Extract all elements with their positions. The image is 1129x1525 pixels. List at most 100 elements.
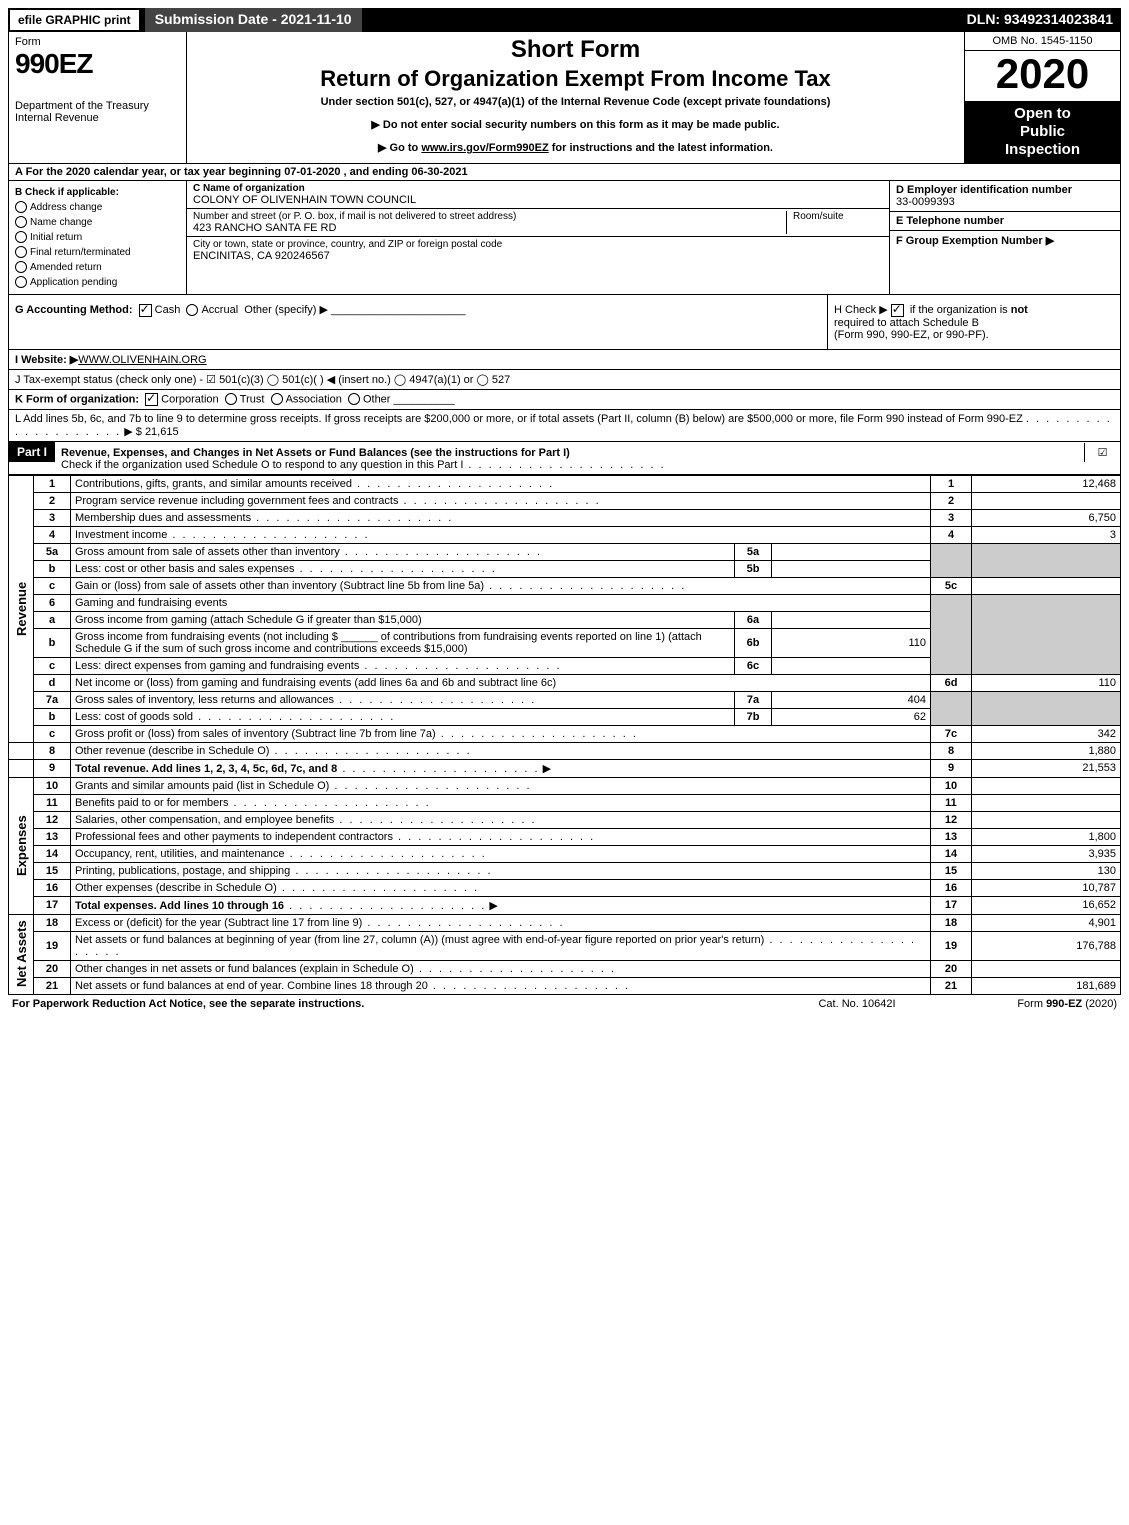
line-18: Net Assets 18Excess or (deficit) for the… [9, 914, 1121, 931]
website-row: I Website: ▶WWW.OLIVENHAIN.ORG [8, 350, 1121, 370]
line-7c: cGross profit or (loss) from sales of in… [9, 725, 1121, 742]
form-word: Form [15, 36, 180, 48]
org-name-row: C Name of organization COLONY OF OLIVENH… [187, 181, 889, 209]
section-revenue: Revenue [9, 475, 34, 742]
city-label: City or town, state or province, country… [193, 239, 883, 250]
ssn-note: ▶ Do not enter social security numbers o… [195, 118, 956, 131]
part1-header: Part I Revenue, Expenses, and Changes in… [8, 442, 1121, 475]
form-of-organization: K Form of organization: Corporation Trus… [8, 390, 1121, 410]
row-GH: G Accounting Method: Cash Accrual Other … [8, 295, 1121, 350]
goto-note: ▶ Go to www.irs.gov/Form990EZ for instru… [195, 141, 956, 154]
line-16: 16Other expenses (describe in Schedule O… [9, 879, 1121, 896]
line-5c: cGain or (loss) from sale of assets othe… [9, 577, 1121, 594]
line-19: 19Net assets or fund balances at beginni… [9, 931, 1121, 960]
line-13: 13Professional fees and other payments t… [9, 828, 1121, 845]
omb-number: OMB No. 1545-1150 [965, 32, 1120, 51]
title-short-form: Short Form [195, 36, 956, 64]
street-value: 423 RANCHO SANTA FE RD [193, 222, 780, 234]
form-header: Form 990EZ Department of the Treasury In… [8, 32, 1121, 164]
chk-corporation[interactable] [145, 393, 158, 406]
header-center: Short Form Return of Organization Exempt… [187, 32, 964, 163]
phone-row: E Telephone number [890, 212, 1120, 231]
schedule-b-check: H Check ▶ if the organization is not req… [827, 295, 1120, 349]
line-8: 8Other revenue (describe in Schedule O)8… [9, 742, 1121, 759]
goto-post: for instructions and the latest informat… [549, 142, 773, 154]
title-subtitle: Under section 501(c), 527, or 4947(a)(1)… [195, 96, 956, 108]
line-7a: 7aGross sales of inventory, less returns… [9, 691, 1121, 708]
chk-final-return[interactable]: Final return/terminated [15, 245, 180, 260]
line-17: 17Total expenses. Add lines 10 through 1… [9, 896, 1121, 914]
phone-label: E Telephone number [896, 215, 1114, 227]
submission-date: Submission Date - 2021-11-10 [145, 8, 362, 32]
chk-trust[interactable] [225, 393, 237, 405]
line-11: 11Benefits paid to or for members11 [9, 794, 1121, 811]
line-3: 3Membership dues and assessments36,750 [9, 509, 1121, 526]
line-14: 14Occupancy, rent, utilities, and mainte… [9, 845, 1121, 862]
chk-address-change[interactable]: Address change [15, 200, 180, 215]
street-label: Number and street (or P. O. box, if mail… [193, 211, 780, 222]
street-row: Number and street (or P. O. box, if mail… [187, 209, 889, 237]
efile-print-label[interactable]: efile GRAPHIC print [8, 8, 141, 32]
efile-topbar: efile GRAPHIC print Submission Date - 20… [8, 8, 1121, 32]
paperwork-notice: For Paperwork Reduction Act Notice, see … [12, 998, 757, 1010]
chk-association[interactable] [271, 393, 283, 405]
chk-accrual[interactable] [186, 304, 198, 316]
col-B-checkboxes: B Check if applicable: Address change Na… [9, 181, 187, 294]
section-expenses: Expenses [9, 777, 34, 914]
part1-label: Part I [9, 442, 55, 462]
group-exemption-row: F Group Exemption Number ▶ [890, 231, 1120, 277]
L-amount: ▶ $ 21,615 [124, 426, 178, 438]
irs-link[interactable]: www.irs.gov/Form990EZ [421, 142, 548, 154]
line-1: Revenue 1 Contributions, gifts, grants, … [9, 475, 1121, 492]
department-label: Department of the Treasury Internal Reve… [15, 100, 180, 124]
line-A-period: A For the 2020 calendar year, or tax yea… [8, 164, 1121, 181]
city-value: ENCINITAS, CA 920246567 [193, 250, 883, 262]
line-21: 21Net assets or fund balances at end of … [9, 977, 1121, 994]
page-footer: For Paperwork Reduction Act Notice, see … [8, 995, 1121, 1010]
line-6d: dNet income or (loss) from gaming and fu… [9, 674, 1121, 691]
chk-application-pending[interactable]: Application pending [15, 275, 180, 290]
B-label: B Check if applicable: [15, 185, 180, 200]
amt-1: 12,468 [972, 475, 1121, 492]
ein-value: 33-0099393 [896, 196, 1114, 208]
part1-title: Revenue, Expenses, and Changes in Net As… [61, 447, 570, 459]
ein-row: D Employer identification number 33-0099… [890, 181, 1120, 212]
website-link[interactable]: WWW.OLIVENHAIN.ORG [78, 354, 206, 366]
chk-cash[interactable] [139, 304, 152, 317]
chk-name-change[interactable]: Name change [15, 215, 180, 230]
chk-schedule-b[interactable] [891, 304, 904, 317]
section-netassets: Net Assets [9, 914, 34, 994]
line-9: 9Total revenue. Add lines 1, 2, 3, 4, 5c… [9, 759, 1121, 777]
goto-pre: ▶ Go to [378, 142, 421, 154]
chk-initial-return[interactable]: Initial return [15, 230, 180, 245]
form-number: 990EZ [15, 48, 180, 80]
chk-other-org[interactable] [348, 393, 360, 405]
header-right: OMB No. 1545-1150 2020 Open to Public In… [964, 32, 1120, 163]
header-left: Form 990EZ Department of the Treasury In… [9, 32, 187, 163]
group-exemption-label: F Group Exemption Number ▶ [896, 234, 1114, 247]
tax-exempt-status: J Tax-exempt status (check only one) - ☑… [8, 370, 1121, 390]
line-5a: 5aGross amount from sale of assets other… [9, 543, 1121, 560]
lines-table: Revenue 1 Contributions, gifts, grants, … [8, 475, 1121, 995]
line-12: 12Salaries, other compensation, and empl… [9, 811, 1121, 828]
city-row: City or town, state or province, country… [187, 237, 889, 264]
org-name-value: COLONY OF OLIVENHAIN TOWN COUNCIL [193, 194, 883, 206]
room-label: Room/suite [793, 211, 883, 222]
org-name-label: C Name of organization [193, 183, 883, 194]
dln-number: DLN: 93492314023841 [959, 8, 1121, 32]
line-10: Expenses 10Grants and similar amounts pa… [9, 777, 1121, 794]
accounting-method: G Accounting Method: Cash Accrual Other … [9, 295, 827, 349]
ein-label: D Employer identification number [896, 184, 1114, 196]
col-DEF: D Employer identification number 33-0099… [889, 181, 1120, 294]
title-main: Return of Organization Exempt From Incom… [195, 66, 956, 92]
line-6: 6Gaming and fundraising events [9, 594, 1121, 611]
col-C-orginfo: C Name of organization COLONY OF OLIVENH… [187, 181, 889, 294]
cat-number: Cat. No. 10642I [757, 998, 957, 1010]
chk-amended-return[interactable]: Amended return [15, 260, 180, 275]
tax-year: 2020 [965, 51, 1120, 101]
part1-check[interactable]: ☑ [1084, 443, 1120, 462]
line-L-gross-receipts: L Add lines 5b, 6c, and 7b to line 9 to … [8, 410, 1121, 442]
open-public-inspection: Open to Public Inspection [965, 101, 1120, 163]
form-ref: Form 990-EZ (2020) [957, 998, 1117, 1010]
part1-sub: Check if the organization used Schedule … [61, 459, 463, 471]
